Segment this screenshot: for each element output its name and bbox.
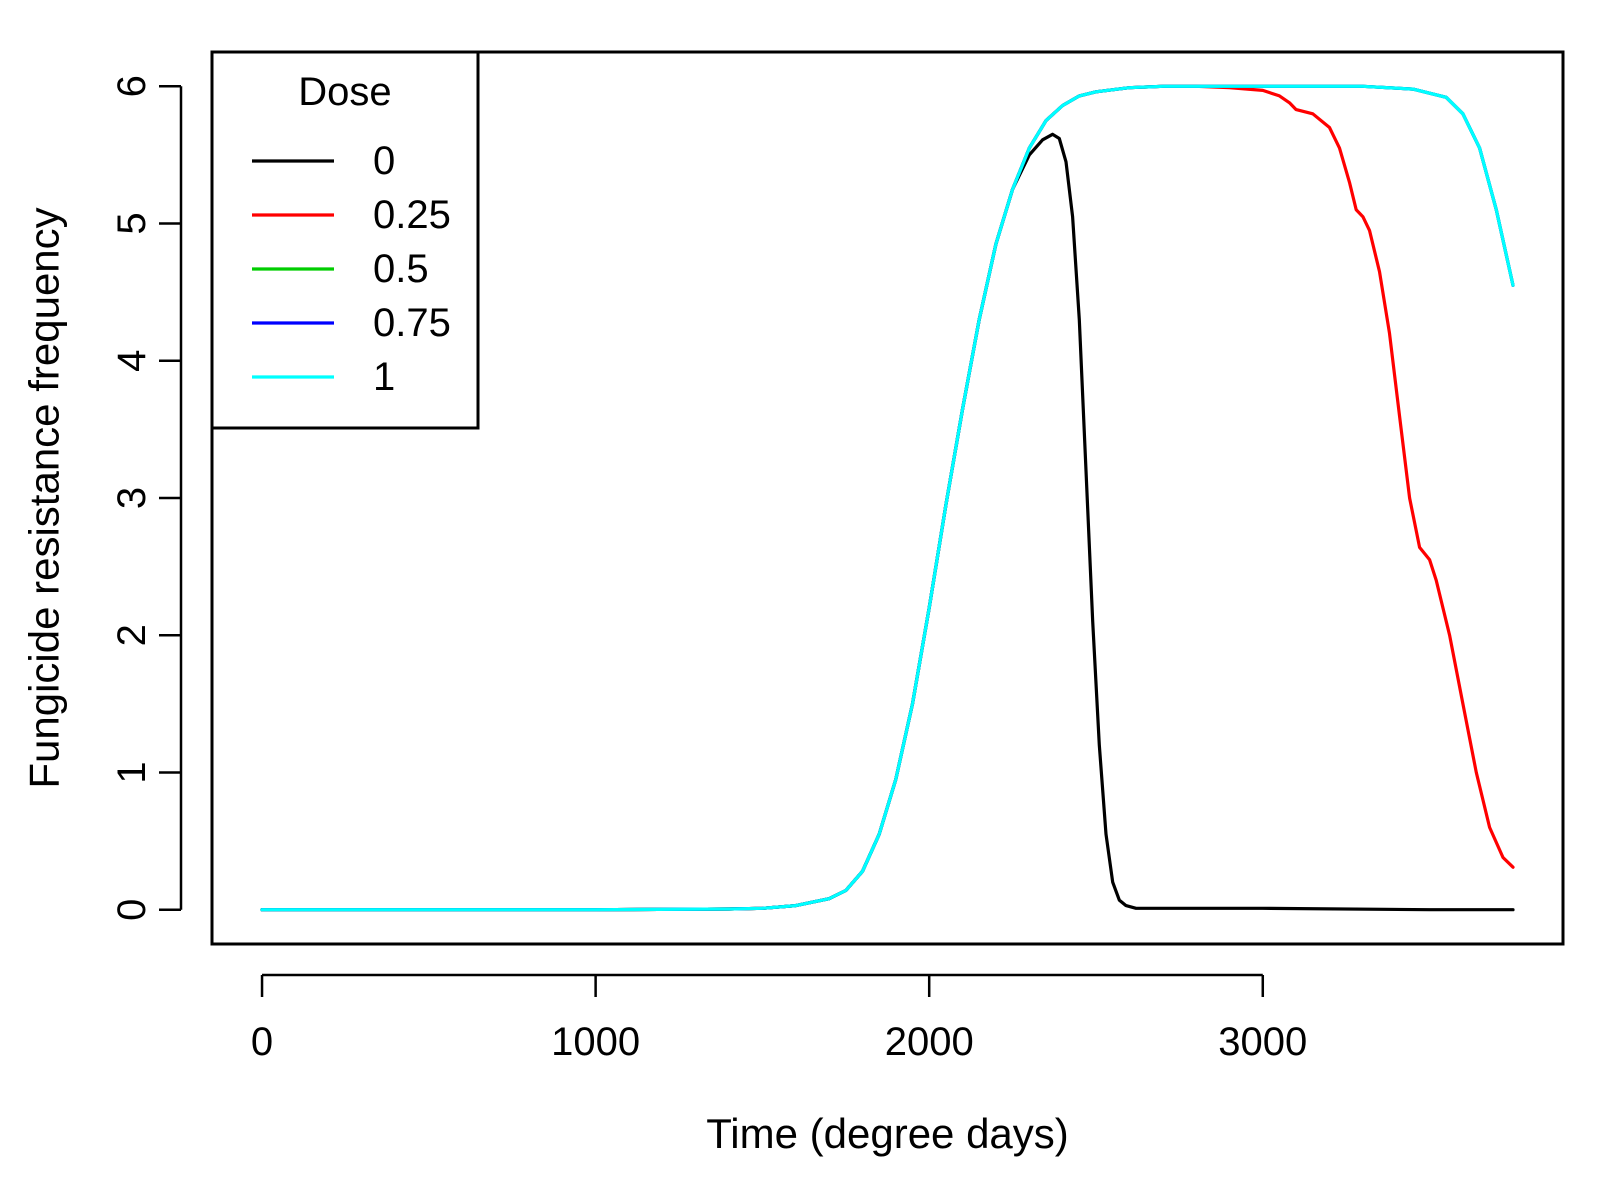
legend: Dose 0 0.25 0.5 0.75 1	[210, 50, 480, 430]
legend-label: 0.25	[373, 193, 451, 237]
x-tick-label: 2000	[885, 1020, 974, 1064]
legend-title: Dose	[298, 70, 391, 114]
y-axis: 0 1 2 3 4 5 6	[110, 75, 183, 921]
y-tick-label: 1	[110, 761, 154, 783]
x-tick-label: 1000	[551, 1020, 640, 1064]
legend-items: 0 0.25 0.5 0.75 1	[252, 139, 451, 399]
x-axis-title: Time (degree days)	[706, 1110, 1069, 1157]
y-tick-label: 4	[110, 350, 154, 372]
x-tick-label: 0	[251, 1020, 273, 1064]
x-axis: 0 1000 2000 3000	[251, 973, 1307, 1064]
y-axis-title: Fungicide resistance frequency	[21, 207, 68, 788]
legend-label: 1	[373, 355, 395, 399]
plot-frame	[210, 50, 1565, 946]
legend-label: 0.75	[373, 301, 451, 345]
series-layer	[260, 84, 1515, 912]
y-tick-label: 3	[110, 487, 154, 509]
legend-box	[210, 50, 480, 430]
y-tick-label: 5	[110, 212, 154, 234]
y-tick-label: 2	[110, 624, 154, 646]
legend-label: 0	[373, 139, 395, 183]
x-tick-label: 3000	[1218, 1020, 1307, 1064]
y-tick-label: 6	[110, 75, 154, 97]
series-line	[260, 84, 1515, 912]
y-tick-label: 0	[110, 899, 154, 921]
legend-label: 0.5	[373, 247, 429, 291]
